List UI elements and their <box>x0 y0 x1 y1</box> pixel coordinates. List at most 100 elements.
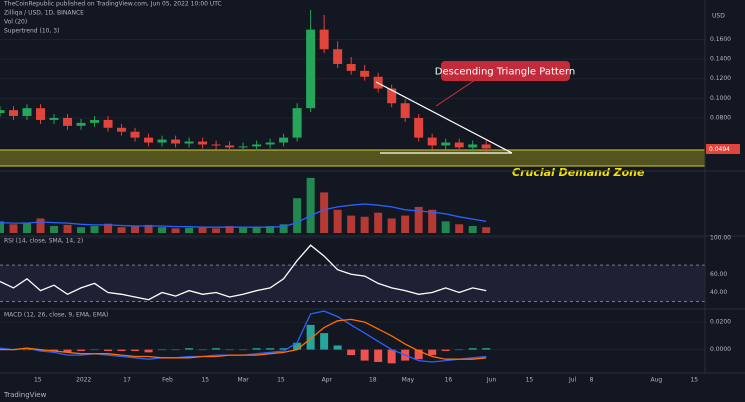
footer: TradingView <box>3 391 47 399</box>
callout-box <box>441 61 570 81</box>
volume-bar <box>266 226 275 233</box>
volume-ma <box>0 203 487 228</box>
candle-body <box>238 146 248 148</box>
rsi-band <box>0 265 705 302</box>
macd-histogram <box>225 349 234 351</box>
plot-layer <box>0 10 705 364</box>
macd-histogram <box>347 349 356 356</box>
macd-histogram <box>306 324 315 350</box>
signal-line <box>0 318 487 360</box>
candle-body <box>468 144 478 148</box>
volume-bar <box>198 227 207 233</box>
volume-bar <box>225 226 234 233</box>
candle-body <box>211 144 221 146</box>
x-tick-label: 16 <box>445 377 453 384</box>
y-tick-label: 0.0800 <box>710 114 731 121</box>
candle-body <box>387 88 397 104</box>
volume-bar <box>455 224 464 233</box>
macd-histogram <box>36 349 45 351</box>
y-tick-label: 100.00 <box>710 234 731 241</box>
y-tick-label: 0.1200 <box>710 75 731 82</box>
candle-body <box>63 117 73 126</box>
volume-bar <box>90 226 99 233</box>
demand-zone <box>0 150 705 166</box>
volume-bar <box>117 227 126 233</box>
macd-histogram <box>441 349 450 351</box>
macd-histogram <box>171 349 180 351</box>
candle-body <box>90 119 100 123</box>
x-tick-label: May <box>402 377 415 384</box>
volume-bar <box>320 192 329 233</box>
volume-bar <box>171 228 180 233</box>
candle-body <box>279 137 289 143</box>
macd-histogram <box>144 349 153 353</box>
macd-histogram <box>428 349 437 356</box>
volume-bar <box>77 227 86 233</box>
x-tick-label: 15 <box>690 377 698 384</box>
volume-bar <box>144 224 153 233</box>
rsi-title: RSI (14, close, SMA, 14, 2) <box>4 238 83 245</box>
candle-body <box>441 142 451 146</box>
y-tick-label: 0.1400 <box>710 56 731 63</box>
volume-bar <box>239 227 248 233</box>
price-label-box <box>706 144 740 154</box>
candle-body <box>225 145 235 148</box>
macd-histogram <box>320 333 329 350</box>
macd-title: MACD (12, 26, close, 9, EMA, EMA) <box>4 312 108 319</box>
price-label: 0.0494 <box>709 146 730 153</box>
candle-body <box>427 137 437 146</box>
macd-histogram <box>279 348 288 350</box>
candle-body <box>319 29 329 50</box>
x-tick-label: 2022 <box>76 377 91 384</box>
volume-bar <box>252 227 261 233</box>
zone-label: Crucial Demand Zone <box>512 166 645 179</box>
x-tick-label: 15 <box>201 377 209 384</box>
volume-bar <box>374 212 383 233</box>
volume-bar <box>482 227 491 233</box>
rsi-line <box>0 244 487 301</box>
x-tick-label: 18 <box>369 377 377 384</box>
volume-label: Vol (20) <box>4 19 27 26</box>
macd-histogram <box>104 349 113 351</box>
y-axis-label: USD <box>712 13 725 20</box>
x-tick-label: 8 <box>590 377 594 384</box>
candle-body <box>333 49 343 64</box>
macd-histogram <box>117 349 126 351</box>
candle-body <box>76 122 86 126</box>
x-tick-label: Jul <box>568 377 577 384</box>
macd-histogram <box>90 349 99 351</box>
candle-body <box>198 141 208 145</box>
volume-bar <box>293 198 302 233</box>
trend-line <box>375 81 513 154</box>
macd-histogram <box>23 349 32 351</box>
y-tick-label: 0.1000 <box>710 95 731 102</box>
macd-histogram <box>63 349 72 353</box>
x-tick-label: Mar <box>237 377 249 384</box>
volume-bar <box>360 216 369 233</box>
macd-histogram <box>239 349 248 351</box>
volume-bar <box>9 224 18 233</box>
candle-body <box>157 139 167 143</box>
volume-bar <box>158 227 167 233</box>
y-tick-label: 0.0200 <box>710 319 731 326</box>
callout-pointer <box>435 79 476 107</box>
macd-histogram <box>333 345 342 350</box>
macd-histogram <box>252 348 261 350</box>
x-tick-label: 15 <box>34 377 42 384</box>
macd-histogram <box>198 349 207 351</box>
candle-body <box>360 70 370 77</box>
macd-histogram <box>266 348 275 350</box>
candle-body <box>36 108 46 120</box>
macd-histogram <box>468 348 477 350</box>
macd-histogram <box>131 349 140 351</box>
volume-bar <box>306 177 315 233</box>
volume-bar <box>428 209 437 233</box>
candle-body <box>346 63 356 71</box>
candle-body <box>184 141 194 144</box>
x-tick-label: Apr <box>322 377 333 384</box>
volume-bar <box>23 222 32 233</box>
candle-body <box>117 127 127 132</box>
candle-body <box>22 108 32 117</box>
volume-bar <box>347 215 356 233</box>
